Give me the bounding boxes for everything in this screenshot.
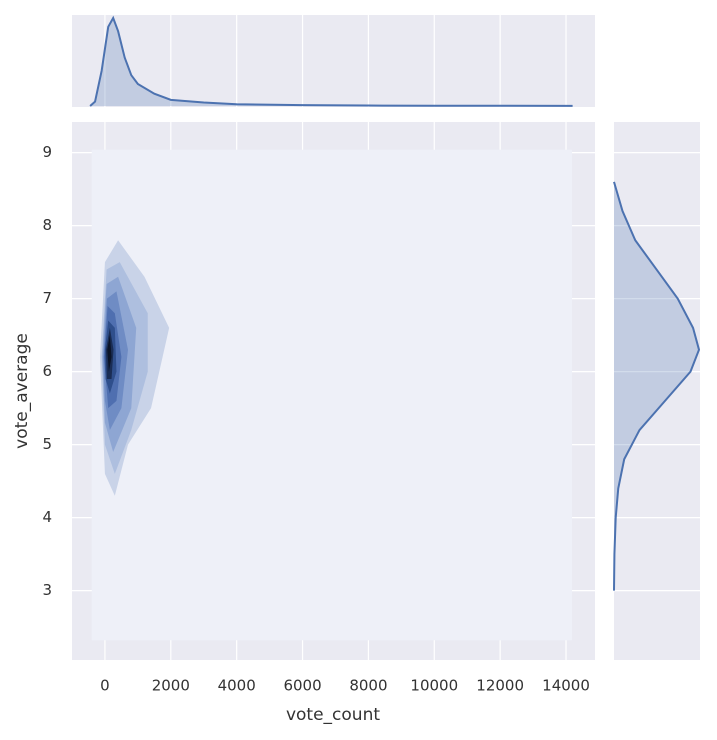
top-axes-bg: [72, 15, 595, 107]
x-tick-label: 14000: [542, 677, 590, 695]
x-tick-label: 2000: [152, 677, 190, 695]
x-tick-label: 4000: [218, 677, 256, 695]
x-tick-label: 10000: [410, 677, 458, 695]
x-axis-label: vote_count: [286, 705, 380, 725]
right-axes-bg: [614, 122, 700, 660]
y-marginal-density: [613, 181, 701, 591]
y-tick-label: 4: [42, 508, 52, 526]
x-tick-label: 8000: [349, 677, 387, 695]
x-tick-label: 12000: [476, 677, 524, 695]
y-tick-label: 6: [42, 362, 52, 380]
y-tick-label: 9: [42, 143, 52, 161]
density-contour: [91, 149, 572, 641]
y-axis-label: vote_average: [12, 333, 32, 449]
y-tick-label: 8: [42, 216, 52, 234]
density-contour: [107, 335, 112, 372]
x-tick-label: 6000: [283, 677, 321, 695]
y-tick-label: 7: [42, 289, 52, 307]
y-tick-label: 3: [42, 581, 52, 599]
y-tick-label: 5: [42, 435, 52, 453]
x-marginal-density: [89, 15, 573, 107]
x-tick-label: 0: [100, 677, 110, 695]
